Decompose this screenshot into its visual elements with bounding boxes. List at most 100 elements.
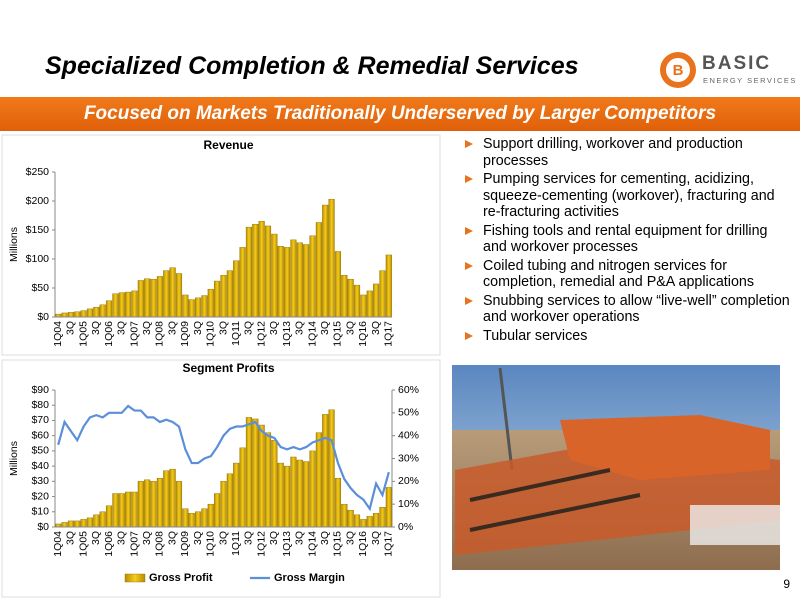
x-tick-label: 1Q10 [205, 531, 217, 557]
bar [277, 462, 284, 528]
photo-pipe [469, 493, 641, 532]
bar [156, 276, 163, 318]
chart-title: Segment Profits [182, 361, 274, 375]
bar [252, 418, 259, 528]
x-tick-label: 3Q [141, 321, 153, 335]
x-tick-label: 3Q [344, 531, 356, 545]
bar [284, 247, 291, 318]
y-tick-label: $0 [37, 311, 49, 323]
bar [131, 290, 138, 318]
line [57, 404, 390, 512]
bar [334, 478, 342, 528]
bar [67, 312, 74, 318]
bar [264, 225, 272, 318]
bar [99, 511, 106, 528]
bar [93, 306, 100, 318]
bar [201, 295, 208, 318]
x-tick-label: 1Q13 [281, 531, 293, 557]
bar [169, 267, 176, 318]
bar [74, 311, 81, 318]
bar [360, 519, 367, 528]
x-tick-label: 1Q16 [357, 321, 369, 347]
x-tick-label: 3Q [319, 321, 331, 335]
bar [264, 432, 272, 528]
y-tick-label: $30 [31, 475, 49, 487]
bar [303, 244, 310, 318]
bar [125, 291, 132, 318]
logo-name: BASIC [702, 53, 771, 74]
x-tick-label: 3Q [192, 531, 204, 545]
profits-frame [1, 359, 441, 598]
bar [163, 270, 170, 318]
bar [182, 508, 189, 528]
x-tick-label: 1Q07 [128, 531, 140, 557]
bar [80, 519, 87, 528]
bar [112, 493, 119, 528]
bar [373, 283, 380, 318]
bar [309, 450, 316, 528]
bar [201, 508, 208, 528]
x-tick-label: 1Q16 [357, 531, 369, 557]
bar [315, 432, 322, 528]
bar [175, 273, 183, 318]
photo [452, 365, 780, 570]
x-tick-label: 3Q [217, 321, 229, 335]
bar [252, 223, 259, 318]
bar [220, 481, 227, 528]
bar [182, 294, 189, 318]
bar [214, 493, 221, 528]
x-tick-label: 1Q05 [77, 531, 89, 557]
bar [347, 510, 354, 528]
bar [233, 260, 240, 318]
bar [379, 507, 386, 528]
x-tick-label: 1Q14 [306, 321, 318, 347]
bar [99, 304, 106, 318]
bar [233, 462, 240, 528]
bar [175, 481, 183, 528]
x-tick-label: 3Q [166, 321, 178, 335]
bar [239, 247, 246, 318]
bar [125, 491, 132, 528]
x-tick-label: 3Q [116, 531, 128, 545]
bar [258, 424, 265, 528]
bar [385, 487, 392, 528]
x-tick-label: 1Q04 [52, 531, 64, 557]
y-tick-label: $70 [31, 414, 49, 426]
x-tick-label: 1Q05 [77, 321, 89, 347]
y-tick-label: $50 [31, 445, 49, 457]
photo-tank [690, 505, 780, 545]
bar [163, 470, 170, 528]
bullet: Support drilling, workover and productio… [462, 136, 792, 169]
x-tick-label: 3Q [268, 531, 280, 545]
bar [328, 199, 335, 318]
bar [271, 233, 278, 318]
y-tick-label: $40 [31, 460, 49, 472]
bar [328, 409, 335, 528]
bar [315, 222, 322, 318]
y-tick-label: $20 [31, 490, 49, 502]
bar [214, 280, 221, 318]
bar [188, 513, 195, 528]
y2-tick-label: 20% [398, 475, 419, 487]
bar [220, 275, 227, 318]
revenue-frame [1, 134, 441, 356]
bar [353, 514, 361, 528]
x-tick-label: 1Q08 [154, 531, 166, 557]
x-tick-label: 3Q [243, 321, 255, 335]
slide-title: Specialized Completion & Remedial Servic… [45, 52, 579, 80]
legend-label: Gross Profit [149, 572, 213, 584]
x-tick-label: 3Q [90, 531, 102, 545]
bar [322, 414, 329, 528]
x-tick-label: 1Q08 [154, 321, 166, 347]
bar [239, 447, 246, 528]
x-tick-label: 1Q17 [383, 531, 395, 557]
y-axis-label: Millions [8, 441, 20, 476]
x-tick-label: 3Q [192, 321, 204, 335]
bar [303, 461, 310, 528]
x-tick-label: 1Q07 [128, 321, 140, 347]
y2-tick-label: 60% [398, 384, 419, 396]
bar [86, 517, 94, 528]
bar [207, 503, 214, 528]
bar [226, 270, 233, 318]
bar [80, 310, 87, 318]
